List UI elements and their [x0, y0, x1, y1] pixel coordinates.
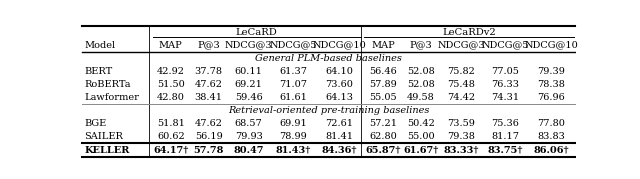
Text: 74.31: 74.31	[492, 93, 520, 102]
Text: 57.21: 57.21	[369, 119, 397, 128]
Text: SAILER: SAILER	[84, 132, 124, 141]
Text: 64.13: 64.13	[325, 93, 353, 102]
Text: 69.21: 69.21	[235, 80, 262, 89]
Text: 76.33: 76.33	[492, 80, 520, 89]
Text: 60.11: 60.11	[235, 67, 262, 76]
Text: 42.92: 42.92	[157, 67, 185, 76]
Text: 64.17†: 64.17†	[153, 146, 188, 154]
Text: 78.99: 78.99	[279, 132, 307, 141]
Text: 79.39: 79.39	[538, 67, 565, 76]
Text: P@3: P@3	[197, 41, 220, 50]
Text: 57.89: 57.89	[369, 80, 397, 89]
Text: Retrieval-oriented pre-training baselines: Retrieval-oriented pre-training baseline…	[228, 106, 429, 115]
Text: 47.62: 47.62	[195, 80, 223, 89]
Text: 52.08: 52.08	[407, 80, 435, 89]
Text: RoBERTa: RoBERTa	[84, 80, 131, 89]
Text: 61.61: 61.61	[279, 93, 307, 102]
Text: 75.82: 75.82	[447, 67, 475, 76]
Text: LeCaRDv2: LeCaRDv2	[442, 28, 496, 37]
Text: NDCG@3: NDCG@3	[437, 41, 484, 50]
Text: 42.80: 42.80	[157, 93, 185, 102]
Text: BGE: BGE	[84, 119, 107, 128]
Text: 37.78: 37.78	[195, 67, 223, 76]
Text: BERT: BERT	[84, 67, 113, 76]
Text: 83.83: 83.83	[538, 132, 565, 141]
Text: 55.00: 55.00	[407, 132, 435, 141]
Text: 83.75†: 83.75†	[488, 146, 523, 154]
Text: 77.80: 77.80	[538, 119, 565, 128]
Text: 65.87†: 65.87†	[365, 146, 401, 154]
Text: 55.05: 55.05	[369, 93, 397, 102]
Text: 84.36†: 84.36†	[321, 146, 357, 154]
Text: 75.48: 75.48	[447, 80, 475, 89]
Text: 68.57: 68.57	[235, 119, 262, 128]
Text: 64.10: 64.10	[325, 67, 353, 76]
Text: NDCG@5: NDCG@5	[482, 41, 529, 50]
Text: 73.59: 73.59	[447, 119, 475, 128]
Text: 69.91: 69.91	[279, 119, 307, 128]
Text: 60.62: 60.62	[157, 132, 185, 141]
Text: 57.78: 57.78	[193, 146, 224, 154]
Text: 79.38: 79.38	[447, 132, 475, 141]
Text: MAP: MAP	[371, 41, 395, 50]
Text: 77.05: 77.05	[492, 67, 519, 76]
Text: 62.80: 62.80	[369, 132, 397, 141]
Text: NDCG@5: NDCG@5	[269, 41, 317, 50]
Text: P@3: P@3	[410, 41, 432, 50]
Text: LeCaRD: LeCaRD	[236, 28, 278, 37]
Text: General PLM-based baselines: General PLM-based baselines	[255, 54, 402, 63]
Text: 51.50: 51.50	[157, 80, 185, 89]
Text: 61.37: 61.37	[279, 67, 307, 76]
Text: 73.60: 73.60	[325, 80, 353, 89]
Text: 74.42: 74.42	[447, 93, 475, 102]
Text: 50.42: 50.42	[407, 119, 435, 128]
Text: MAP: MAP	[159, 41, 182, 50]
Text: KELLER: KELLER	[84, 146, 130, 154]
Text: Model: Model	[84, 41, 116, 50]
Text: 47.62: 47.62	[195, 119, 223, 128]
Text: 81.17: 81.17	[492, 132, 520, 141]
Text: Lawformer: Lawformer	[84, 93, 140, 102]
Text: 81.41: 81.41	[325, 132, 353, 141]
Text: 75.36: 75.36	[492, 119, 519, 128]
Text: 80.47: 80.47	[234, 146, 264, 154]
Text: NDCG@10: NDCG@10	[312, 41, 366, 50]
Text: 59.46: 59.46	[235, 93, 262, 102]
Text: 76.96: 76.96	[538, 93, 565, 102]
Text: 38.41: 38.41	[195, 93, 223, 102]
Text: 86.06†: 86.06†	[534, 146, 569, 154]
Text: NDCG@10: NDCG@10	[524, 41, 578, 50]
Text: 49.58: 49.58	[407, 93, 435, 102]
Text: 61.67†: 61.67†	[403, 146, 438, 154]
Text: 56.19: 56.19	[195, 132, 223, 141]
Text: 72.61: 72.61	[325, 119, 353, 128]
Text: 79.93: 79.93	[235, 132, 262, 141]
Text: 52.08: 52.08	[407, 67, 435, 76]
Text: 71.07: 71.07	[279, 80, 307, 89]
Text: 83.33†: 83.33†	[443, 146, 479, 154]
Text: 56.46: 56.46	[369, 67, 397, 76]
Text: NDCG@3: NDCG@3	[225, 41, 273, 50]
Text: 51.81: 51.81	[157, 119, 185, 128]
Text: 81.43†: 81.43†	[275, 146, 311, 154]
Text: 78.38: 78.38	[538, 80, 565, 89]
